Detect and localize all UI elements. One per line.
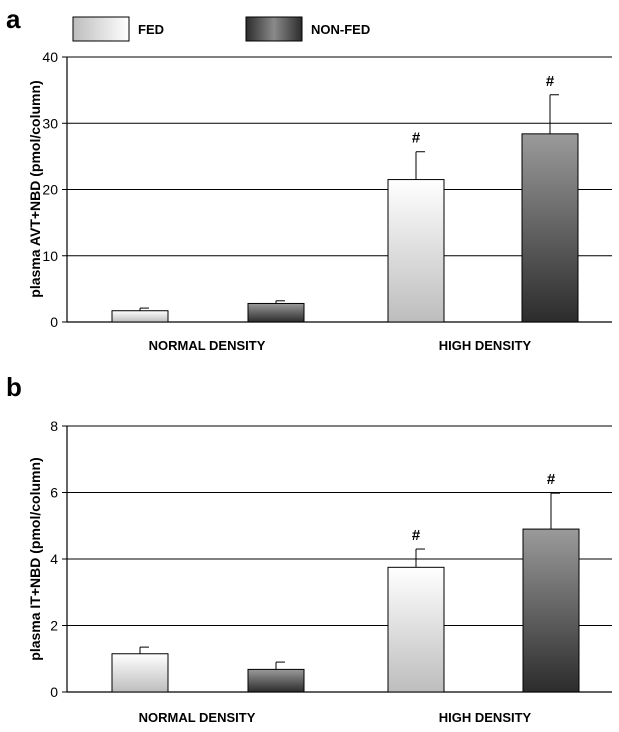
y-tick-label: 2 (50, 618, 58, 634)
panel-letter-b: b (6, 372, 22, 402)
significance-marker: # (546, 73, 555, 90)
y-tick-label: 4 (50, 551, 58, 567)
chart-panel-b: plasma IT+NBD (pmol/column) 0 2 4 6 8 # # NORM… (27, 418, 612, 725)
y-tick-label: 30 (42, 115, 58, 131)
significance-marker: # (412, 527, 421, 544)
chart-panel-a: plasma AVT+NBD (pmol/column) 0 10 20 30 40 # #… (27, 49, 612, 353)
bar (387, 566, 445, 693)
y-tick-label: 0 (50, 684, 58, 700)
bar (247, 302, 305, 323)
bar (387, 179, 445, 323)
panel-letter-a: a (6, 4, 21, 34)
significance-marker: # (412, 130, 421, 147)
y-tick-label: 6 (50, 485, 58, 501)
significance-marker: # (547, 471, 556, 488)
legend-swatch-fed (72, 16, 130, 42)
category-label: NORMAL DENSITY (139, 710, 256, 725)
y-tick-label: 8 (50, 418, 58, 434)
legend-label-nonfed: NON-FED (311, 22, 370, 37)
bar (111, 653, 169, 693)
legend-swatch-nonfed (245, 16, 303, 42)
y-tick-label: 0 (50, 314, 58, 330)
category-label: HIGH DENSITY (439, 710, 532, 725)
bar (247, 668, 305, 693)
y-tick-label: 20 (42, 182, 58, 198)
bar (111, 310, 169, 323)
category-label: NORMAL DENSITY (149, 338, 266, 353)
y-tick-label: 40 (42, 49, 58, 65)
legend-label-fed: FED (138, 22, 164, 37)
legend: FED NON-FED (72, 16, 370, 42)
bar (521, 133, 579, 323)
y-axis-label: plasma AVT+NBD (pmol/column) (27, 80, 43, 297)
bar (522, 528, 580, 693)
y-axis-label: plasma IT+NBD (pmol/column) (27, 457, 43, 660)
category-label: HIGH DENSITY (439, 338, 532, 353)
y-tick-label: 10 (42, 248, 58, 264)
